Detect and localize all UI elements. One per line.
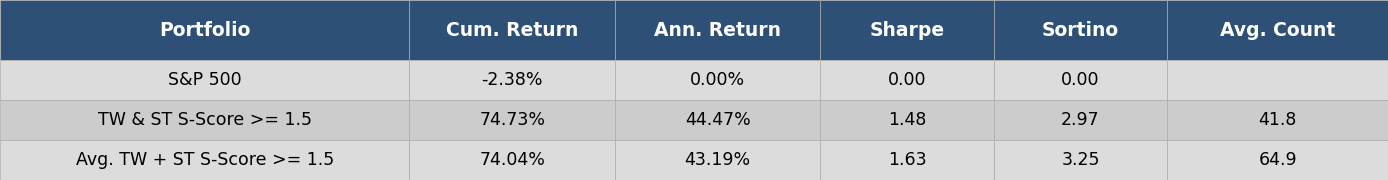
Text: 0.00%: 0.00%: [690, 71, 745, 89]
Bar: [409, 140, 615, 180]
Bar: [994, 0, 1167, 60]
Bar: [409, 100, 615, 140]
Bar: [409, 60, 615, 100]
Text: S&P 500: S&P 500: [168, 71, 242, 89]
Text: Avg. TW + ST S-Score >= 1.5: Avg. TW + ST S-Score >= 1.5: [75, 151, 335, 169]
Text: 64.9: 64.9: [1259, 151, 1296, 169]
Bar: [615, 60, 820, 100]
Text: 3.25: 3.25: [1062, 151, 1099, 169]
Bar: [0, 140, 409, 180]
Bar: [1167, 60, 1388, 100]
Bar: [994, 60, 1167, 100]
Bar: [0, 60, 409, 100]
Bar: [0, 100, 409, 140]
Text: Avg. Count: Avg. Count: [1220, 21, 1335, 39]
Text: 1.63: 1.63: [888, 151, 926, 169]
Text: 0.00: 0.00: [1062, 71, 1099, 89]
Bar: [1167, 0, 1388, 60]
Bar: [1167, 140, 1388, 180]
Bar: [615, 100, 820, 140]
Bar: [820, 60, 994, 100]
Text: 74.04%: 74.04%: [479, 151, 545, 169]
Text: 41.8: 41.8: [1259, 111, 1296, 129]
Text: 43.19%: 43.19%: [684, 151, 751, 169]
Text: 1.48: 1.48: [888, 111, 926, 129]
Text: 44.47%: 44.47%: [684, 111, 751, 129]
Bar: [615, 0, 820, 60]
Text: Sortino: Sortino: [1042, 21, 1119, 39]
Bar: [994, 140, 1167, 180]
Text: Sharpe: Sharpe: [869, 21, 945, 39]
Bar: [0, 0, 409, 60]
Text: -2.38%: -2.38%: [482, 71, 543, 89]
Bar: [409, 0, 615, 60]
Text: 0.00: 0.00: [888, 71, 926, 89]
Bar: [1167, 100, 1388, 140]
Bar: [615, 140, 820, 180]
Bar: [994, 100, 1167, 140]
Text: 2.97: 2.97: [1062, 111, 1099, 129]
Text: Portfolio: Portfolio: [160, 21, 250, 39]
Bar: [820, 0, 994, 60]
Text: 74.73%: 74.73%: [479, 111, 545, 129]
Text: TW & ST S-Score >= 1.5: TW & ST S-Score >= 1.5: [97, 111, 312, 129]
Text: Cum. Return: Cum. Return: [446, 21, 579, 39]
Text: Ann. Return: Ann. Return: [654, 21, 781, 39]
Bar: [820, 140, 994, 180]
Bar: [820, 100, 994, 140]
